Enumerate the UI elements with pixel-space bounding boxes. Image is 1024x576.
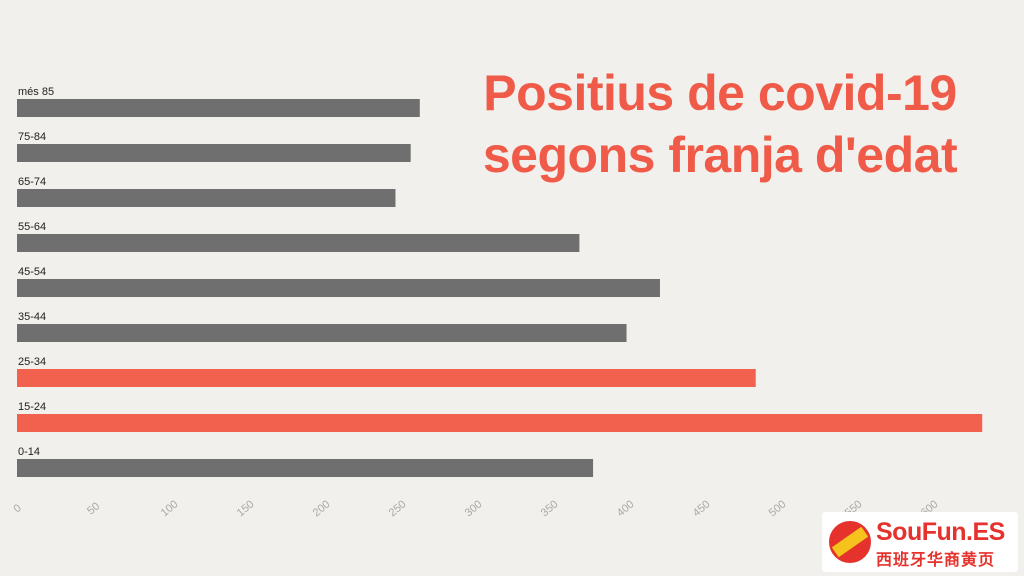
- soufun-logo-icon: [829, 521, 871, 563]
- watermark-logo: SouFun.ES 西班牙华商黄页: [822, 512, 1018, 572]
- x-tick-label: 450: [691, 498, 713, 519]
- x-tick-label: 50: [85, 500, 102, 517]
- category-label: 15-24: [18, 401, 46, 413]
- category-label: 65-74: [18, 176, 46, 188]
- x-tick-label: 100: [159, 498, 181, 519]
- category-label: 75-84: [18, 131, 46, 143]
- bar-0-14: [17, 459, 594, 477]
- chart-title-line-2: segons franja d'edat: [482, 127, 958, 183]
- x-tick-label: 150: [235, 498, 257, 519]
- bar-45-54: [17, 279, 660, 297]
- x-tick-label: 250: [387, 498, 409, 519]
- x-tick-label: 500: [767, 498, 789, 519]
- category-label: més 85: [18, 86, 54, 98]
- bar-més-85: [17, 99, 420, 117]
- category-label: 0-14: [18, 446, 40, 458]
- category-label: 45-54: [18, 266, 46, 278]
- bar-15-24: [17, 414, 983, 432]
- x-tick-label: 200: [311, 498, 333, 519]
- x-tick-label: 0: [11, 502, 23, 515]
- watermark-subtitle: 西班牙华商黄页: [876, 550, 996, 569]
- bar-65-74: [17, 189, 396, 207]
- chart-title: Positius de covid-19 segons franja d'eda…: [470, 62, 970, 186]
- bar-75-84: [17, 144, 411, 162]
- x-tick-label: 300: [463, 498, 485, 519]
- x-tick-label: 350: [539, 498, 561, 519]
- category-label: 55-64: [18, 221, 46, 233]
- chart-title-line-1: Positius de covid-19: [483, 65, 957, 121]
- watermark-name: SouFun.ES: [876, 518, 1005, 546]
- bar-35-44: [17, 324, 627, 342]
- bar-25-34: [17, 369, 756, 387]
- category-label: 35-44: [18, 311, 46, 323]
- category-label: 25-34: [18, 356, 46, 368]
- x-tick-label: 400: [615, 498, 637, 519]
- bar-55-64: [17, 234, 580, 252]
